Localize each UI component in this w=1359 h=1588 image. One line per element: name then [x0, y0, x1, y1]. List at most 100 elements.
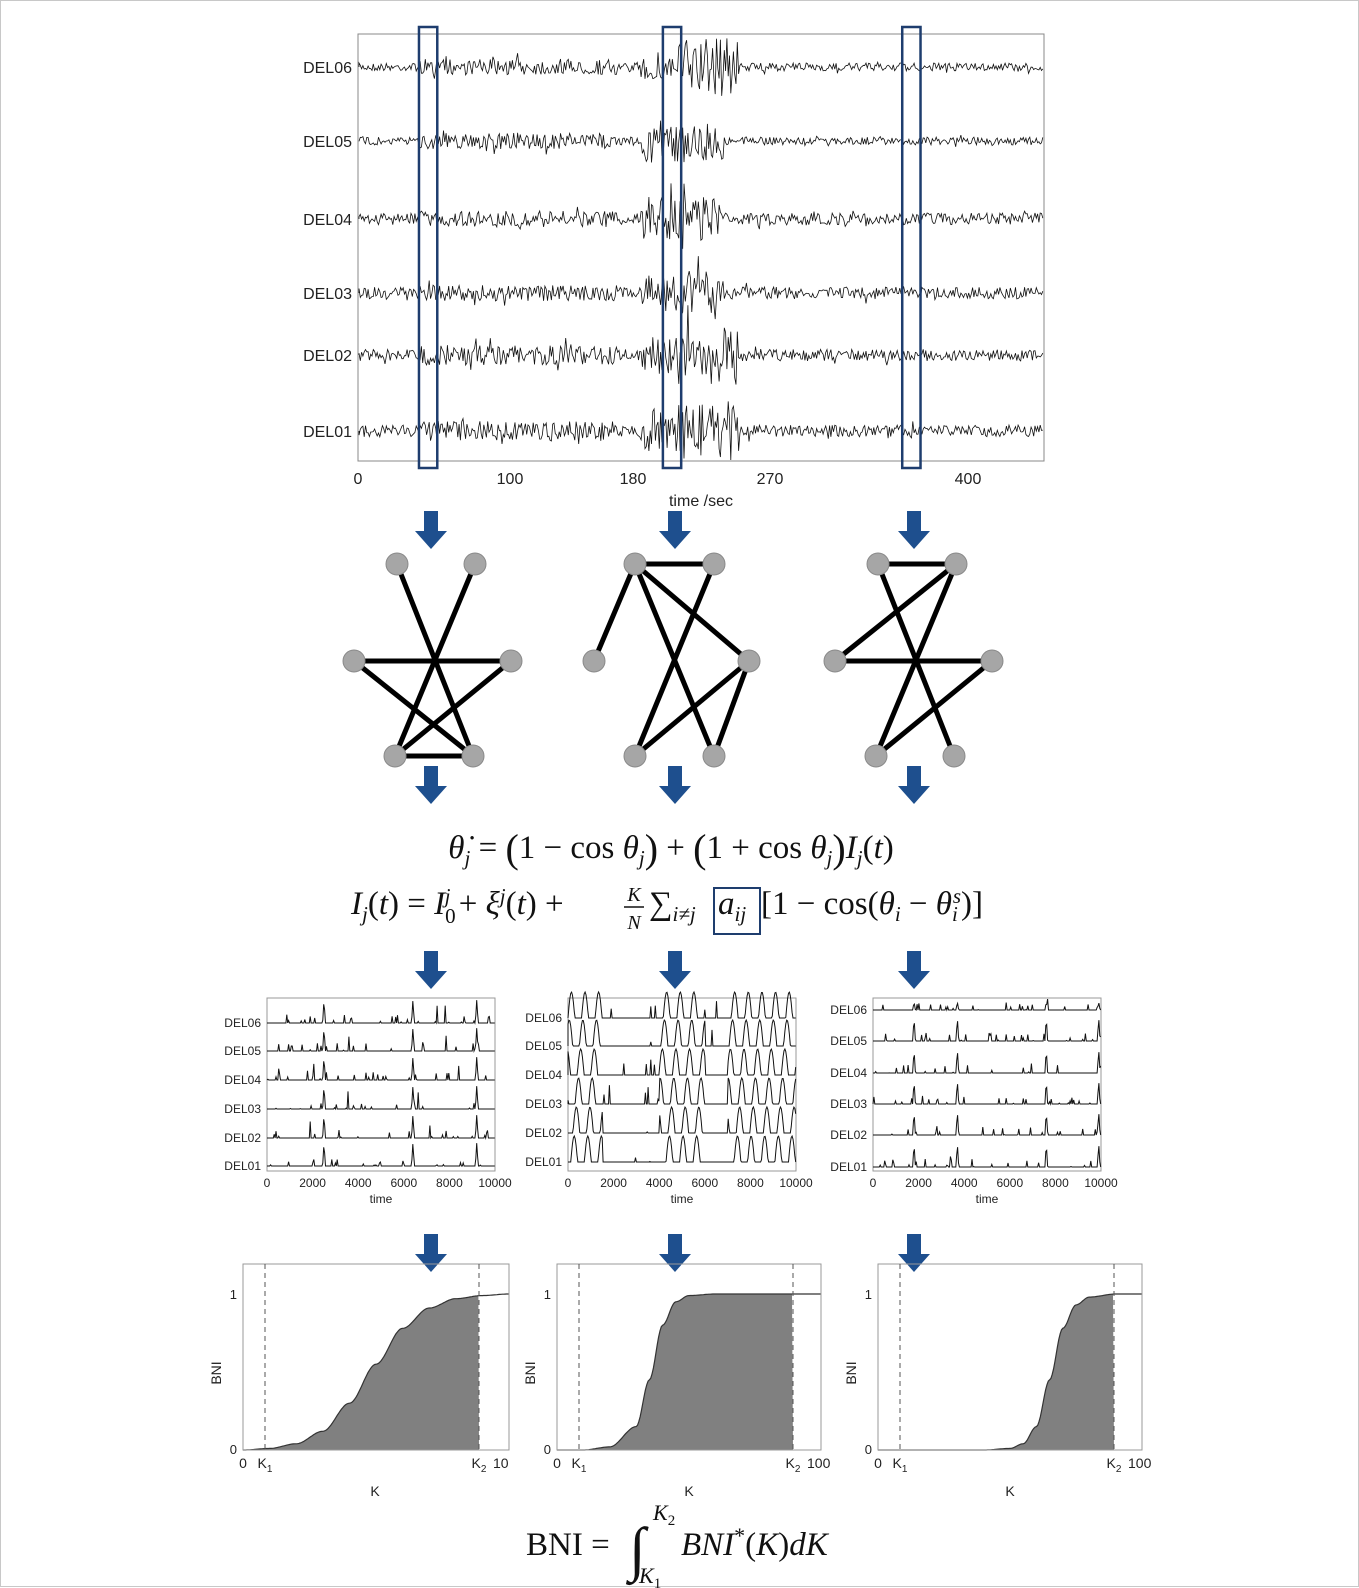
network-edge	[591, 563, 638, 662]
eeg-tick-270: 270	[757, 471, 784, 488]
bni-y-tick-1: 1	[230, 1287, 237, 1302]
bni-x-tick-100: 100	[807, 1455, 831, 1471]
down-arrow-icon	[415, 951, 447, 989]
down-arrow-icon	[415, 511, 447, 549]
bni-shaded-area	[243, 1295, 479, 1450]
bni-y-axis-label: BNI	[522, 1361, 538, 1384]
bni-y-axis-label: BNI	[208, 1361, 224, 1384]
sim-trace-del06	[873, 999, 1102, 1012]
bni-y-tick-1: 1	[865, 1287, 872, 1302]
sim-trace-del04	[567, 1047, 797, 1076]
bni-y-tick-0: 0	[230, 1442, 237, 1457]
sim-trace-del03	[872, 1083, 1102, 1106]
bni-plot-frame	[556, 1263, 822, 1451]
bni-x-axis-label: K	[1005, 1483, 1015, 1499]
down-arrow-icon	[898, 951, 930, 989]
network-node	[385, 552, 409, 576]
coupling-term: [1 − cos(θi − θis)]	[761, 884, 983, 926]
bni-panel-2: 1 0 BNI 0 K1 K2 100 K	[522, 1263, 831, 1499]
bni-integral-equation: BNI = ∫ K2 K1 BNI*(K)dK	[526, 1500, 830, 1588]
eeg-traces	[358, 38, 1044, 461]
bni-x-tick-100: 100	[1128, 1455, 1152, 1471]
network-edge	[393, 659, 513, 758]
sim-trace-del04	[873, 1052, 1102, 1074]
sim-trace-del02	[568, 1105, 797, 1134]
bni-plot-frame	[877, 1263, 1143, 1451]
eeg-window-3	[900, 25, 922, 470]
eeg-channel-label-del03: DEL03	[303, 286, 352, 303]
down-arrow-icon	[415, 766, 447, 804]
integral-integrand: BNI*(K)dK	[681, 1523, 830, 1563]
sim-trace-del05	[567, 1018, 796, 1047]
network-node	[866, 552, 890, 576]
sim-trace-del01	[873, 1146, 1102, 1168]
sim-x-tick: 8000	[737, 1176, 764, 1190]
network-node	[737, 649, 761, 673]
sim-channel-label-del04: DEL04	[525, 1068, 562, 1082]
integral-sign: ∫	[626, 1516, 649, 1586]
sim-x-tick: 0	[565, 1176, 572, 1190]
bni-x-tick-k1: K1	[258, 1455, 273, 1475]
down-arrow-icon	[898, 511, 930, 549]
bni-y-tick-1: 1	[544, 1287, 551, 1302]
network-node	[823, 649, 847, 673]
theta-dot-equation: θ̇j = (1 − cos θj) + (1 + cos θj)Ij(t)	[448, 826, 893, 871]
sim-x-tick: 6000	[390, 1176, 417, 1190]
eeg-window-2	[661, 25, 683, 470]
sim-x-tick: 10000	[779, 1176, 813, 1190]
network-graph-3	[823, 552, 1004, 768]
sim-x-axis-label: time	[671, 1192, 694, 1206]
network-node	[702, 744, 726, 768]
eeg-channel-label-del02: DEL02	[303, 348, 352, 365]
sim-channel-label-del04: DEL04	[224, 1073, 261, 1087]
sim-channel-label-del05: DEL05	[224, 1044, 261, 1058]
bni-x-axis-label: K	[684, 1483, 694, 1499]
adjacency-highlight-box	[713, 887, 761, 935]
sim-x-tick: 2000	[600, 1176, 627, 1190]
bni-x-tick-0: 0	[239, 1455, 247, 1471]
network-node	[383, 744, 407, 768]
sim-channel-label-del01: DEL01	[525, 1155, 562, 1169]
network-edge	[632, 563, 717, 757]
sim-trace-del05	[267, 1028, 495, 1053]
sim-x-axis-label: time	[976, 1192, 999, 1206]
eeg-channel-label-del05: DEL05	[303, 134, 352, 151]
eeg-trace-del01	[358, 401, 1043, 461]
down-arrow-icon	[898, 1234, 930, 1272]
sim-x-tick: 8000	[1042, 1176, 1069, 1190]
network-edge	[352, 659, 475, 758]
sim-channel-label-del04: DEL04	[830, 1066, 867, 1080]
flow-arrows	[415, 511, 930, 1272]
eeg-trace-del06	[358, 38, 1044, 96]
sim-x-tick: 6000	[691, 1176, 718, 1190]
eeg-highlight-windows	[417, 25, 922, 470]
fraction-denominator-N: N	[626, 912, 642, 934]
eeg-tick-180: 180	[620, 471, 647, 488]
bni-y-tick-0: 0	[865, 1442, 872, 1457]
down-arrow-icon	[415, 1234, 447, 1272]
eeg-panel: DEL06 DEL05 DEL04 DEL03 DEL02 DEL01 0 100 180…	[303, 25, 1045, 510]
adjacency-term: aij	[718, 886, 746, 926]
bni-integral-lhs: BNI =	[526, 1527, 610, 1563]
sim-trace-del01	[267, 1143, 495, 1167]
sim-trace-del02	[267, 1115, 495, 1140]
bni-x-tick-k2: K2	[472, 1455, 487, 1475]
network-graphs	[342, 552, 1004, 768]
bni-x-tick-0: 0	[874, 1455, 882, 1471]
eeg-tick-400: 400	[955, 471, 982, 488]
bni-x-tick-k1: K1	[572, 1455, 587, 1475]
fraction-numerator-K: K	[626, 884, 642, 906]
network-edge	[633, 659, 751, 758]
sim-channel-label-del02: DEL02	[830, 1128, 867, 1142]
bni-y-tick-0: 0	[544, 1442, 551, 1457]
bni-x-tick-k2: K2	[1107, 1455, 1122, 1475]
sim-x-tick: 2000	[905, 1176, 932, 1190]
eeg-plot-frame	[357, 33, 1045, 462]
sim-x-tick: 6000	[996, 1176, 1023, 1190]
sim-x-tick: 10000	[1084, 1176, 1118, 1190]
network-node	[342, 649, 366, 673]
sim-channel-label-del06: DEL06	[224, 1016, 261, 1030]
